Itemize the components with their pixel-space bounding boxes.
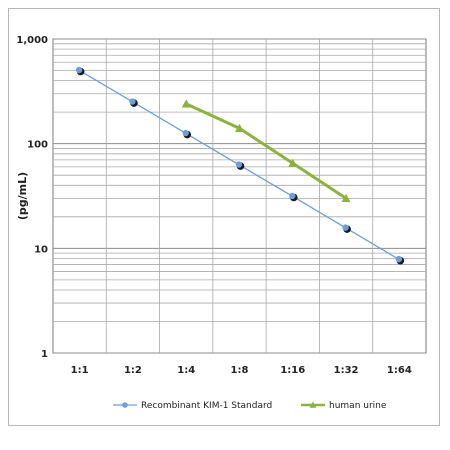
data-point: [395, 255, 403, 263]
series-layer: [75, 66, 405, 265]
data-point: [129, 98, 136, 105]
series-1: [181, 99, 351, 202]
data-point: [342, 224, 349, 231]
data-point-triangle: [181, 99, 191, 108]
x-tick-label: 1:32: [334, 365, 359, 376]
y-tick-label: 100: [27, 140, 48, 151]
data-point: [235, 161, 243, 168]
series-line: [185, 102, 347, 200]
grid-lines: [53, 38, 426, 354]
data-point: [289, 192, 296, 200]
series-0: [75, 66, 405, 265]
x-tick-label: 1:1: [71, 365, 89, 376]
x-tick-label: 1:16: [280, 365, 305, 376]
legend-label: Recombinant KIM-1 Standard: [141, 401, 272, 411]
y-tick-label: 10: [34, 244, 48, 255]
x-tick-label: 1:2: [124, 365, 142, 376]
data-point-triangle: [235, 123, 244, 132]
y-tick-label: 1: [41, 349, 48, 360]
plot-area: [52, 38, 427, 354]
y-axis-tick-labels: 1 10 100 1,000: [16, 35, 48, 360]
legend-marker-circle: [122, 402, 128, 408]
chart-frame: 1 10 100 1,000 1:1 1:2 1:4 1:8 1:16 1:32 1:64 (pg…: [8, 8, 440, 426]
y-tick-label: 1,000: [16, 35, 48, 46]
legend-label: human urine: [329, 401, 387, 411]
data-point-triangle: [288, 158, 298, 167]
legend: Recombinant KIM-1 Standard human urine: [113, 401, 387, 411]
line-chart: 1 10 100 1,000 1:1 1:2 1:4 1:8 1:16 1:32 1:64 (pg…: [16, 35, 427, 411]
legend-marker-triangle: [309, 401, 317, 408]
x-axis-tick-labels: 1:1 1:2 1:4 1:8 1:16 1:32 1:64: [71, 365, 412, 376]
y-axis-title: (pg/mL): [16, 172, 29, 220]
x-tick-label: 1:8: [231, 365, 249, 376]
x-tick-label: 1:64: [387, 365, 412, 376]
data-point-triangle: [341, 193, 351, 202]
data-point: [75, 66, 83, 74]
data-point: [182, 129, 189, 137]
x-tick-label: 1:4: [177, 365, 195, 376]
